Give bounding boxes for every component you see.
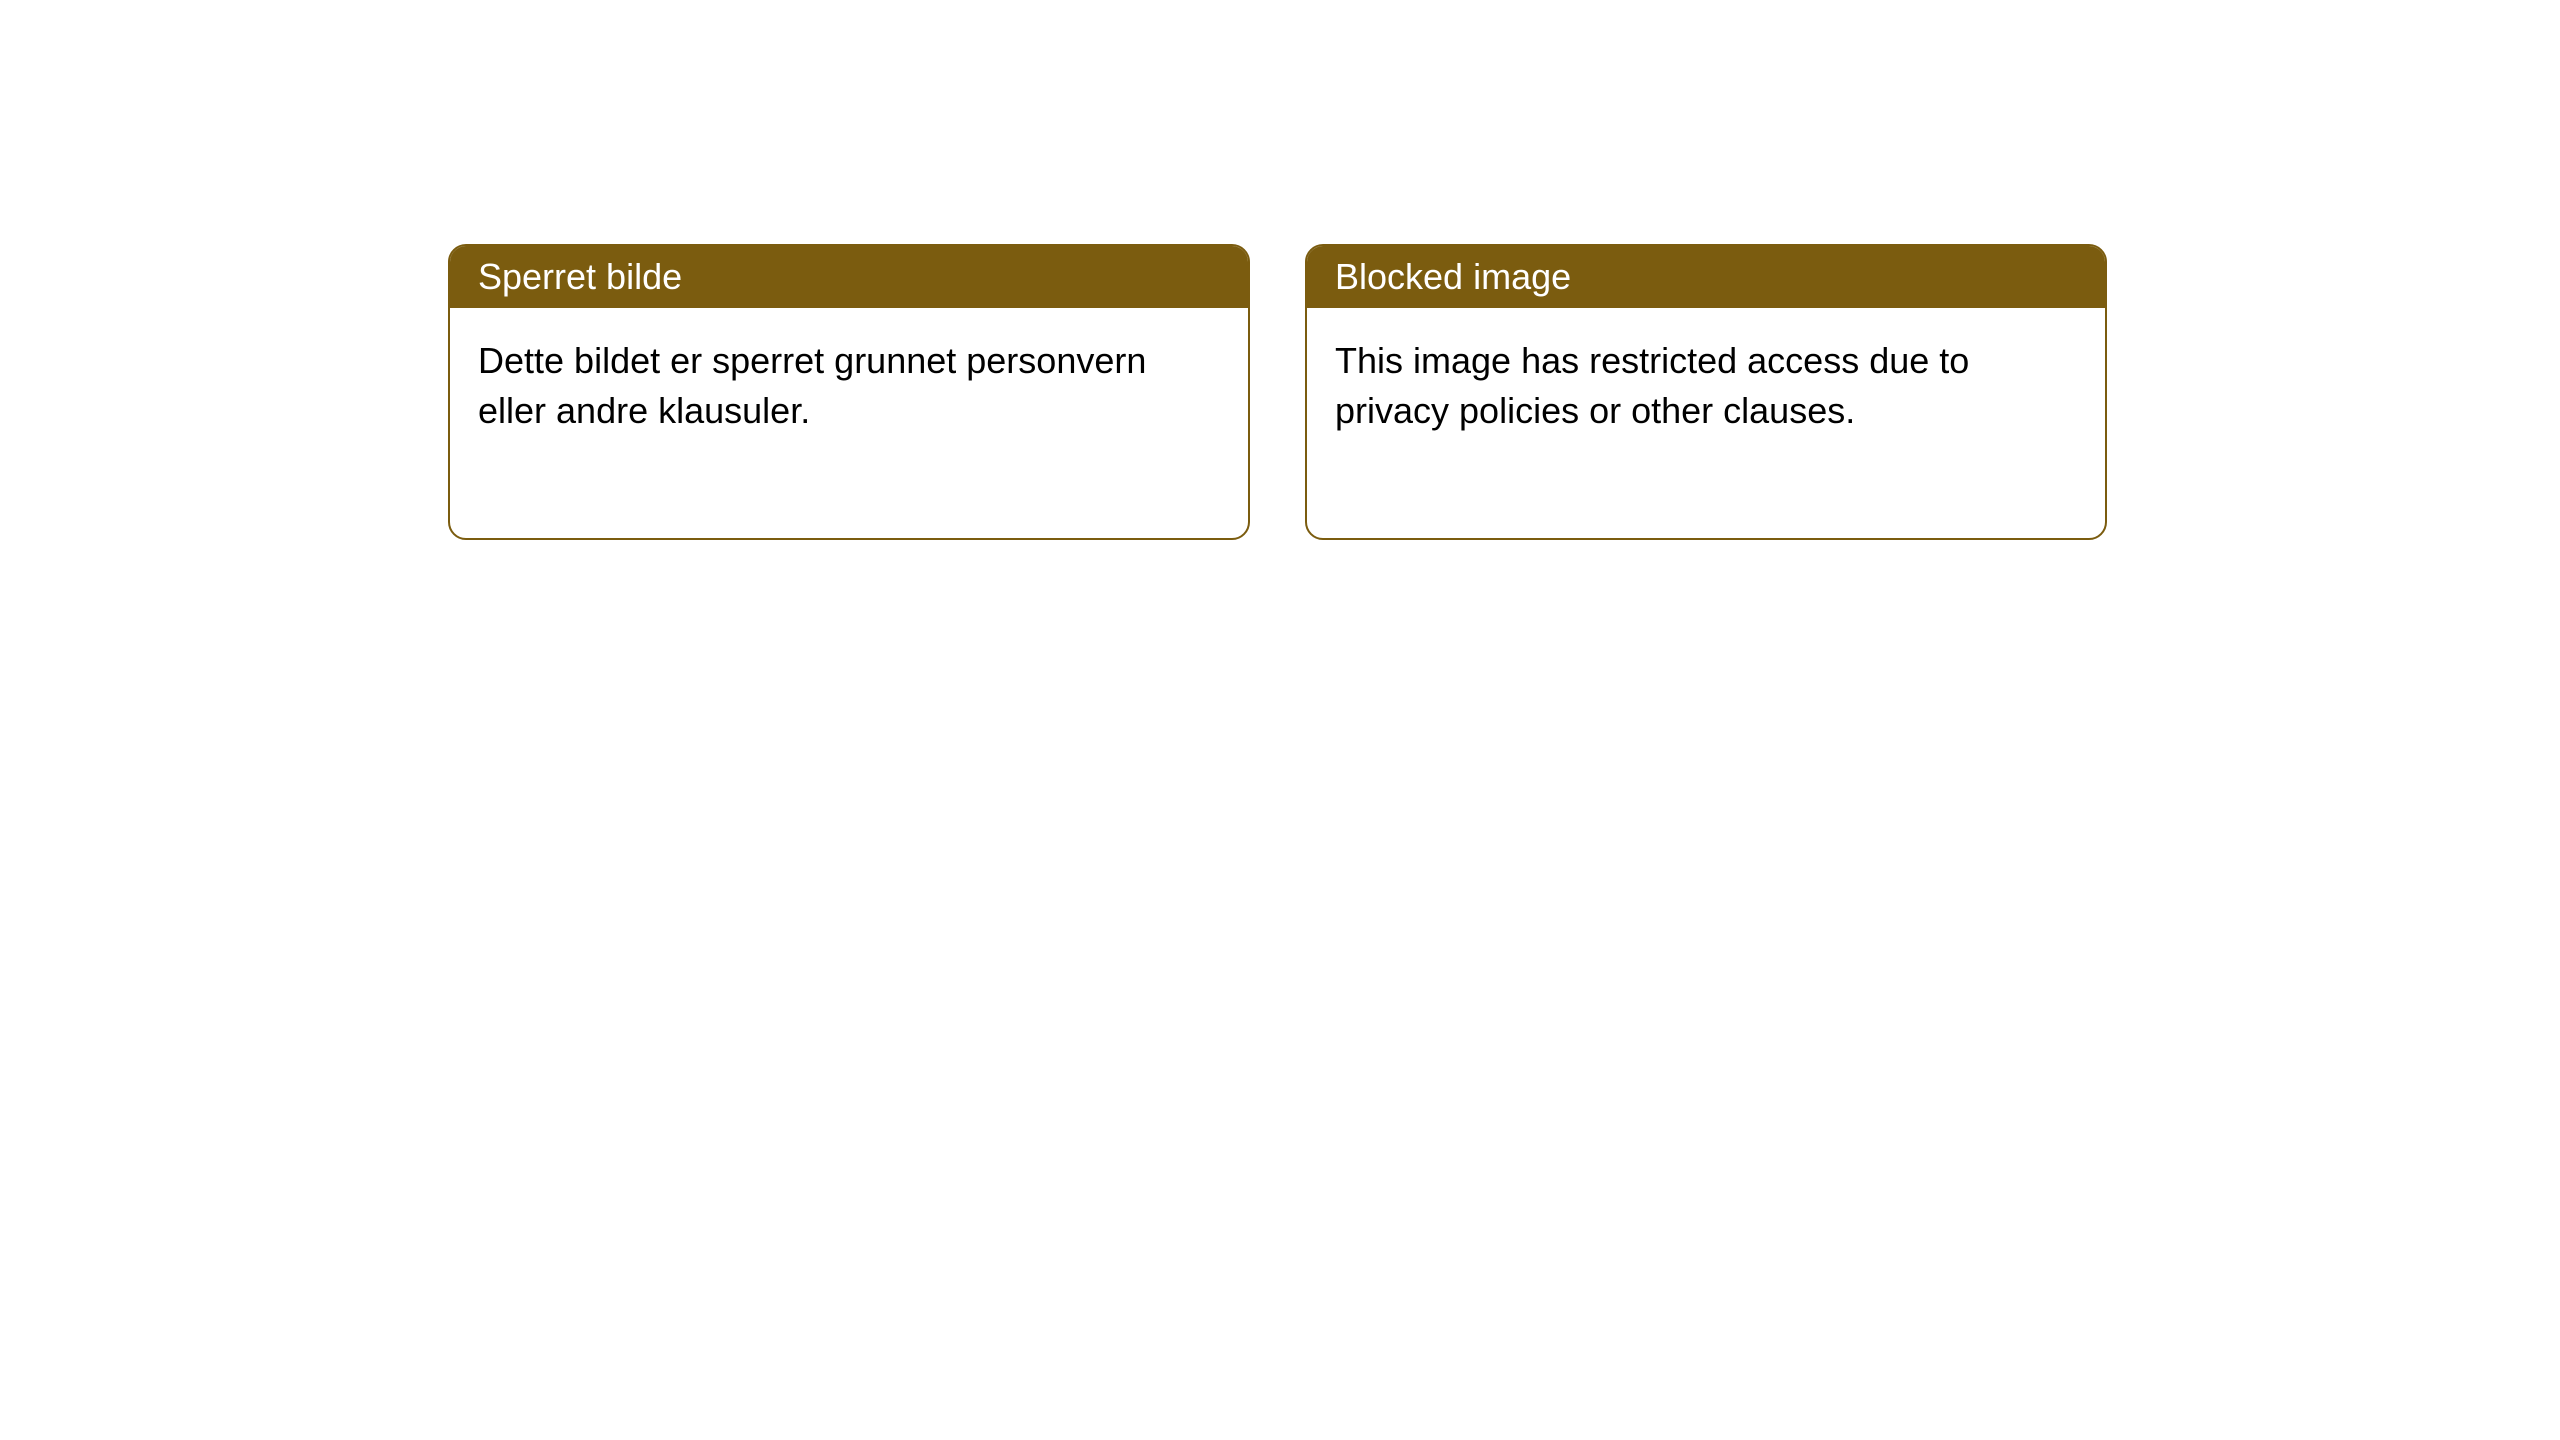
- notice-body: Dette bildet er sperret grunnet personve…: [450, 308, 1248, 538]
- notice-card-english: Blocked image This image has restricted …: [1305, 244, 2107, 540]
- notice-title: Blocked image: [1307, 246, 2105, 308]
- notice-body: This image has restricted access due to …: [1307, 308, 2105, 538]
- notice-title: Sperret bilde: [450, 246, 1248, 308]
- notices-container: Sperret bilde Dette bildet er sperret gr…: [448, 244, 2107, 540]
- notice-card-norwegian: Sperret bilde Dette bildet er sperret gr…: [448, 244, 1250, 540]
